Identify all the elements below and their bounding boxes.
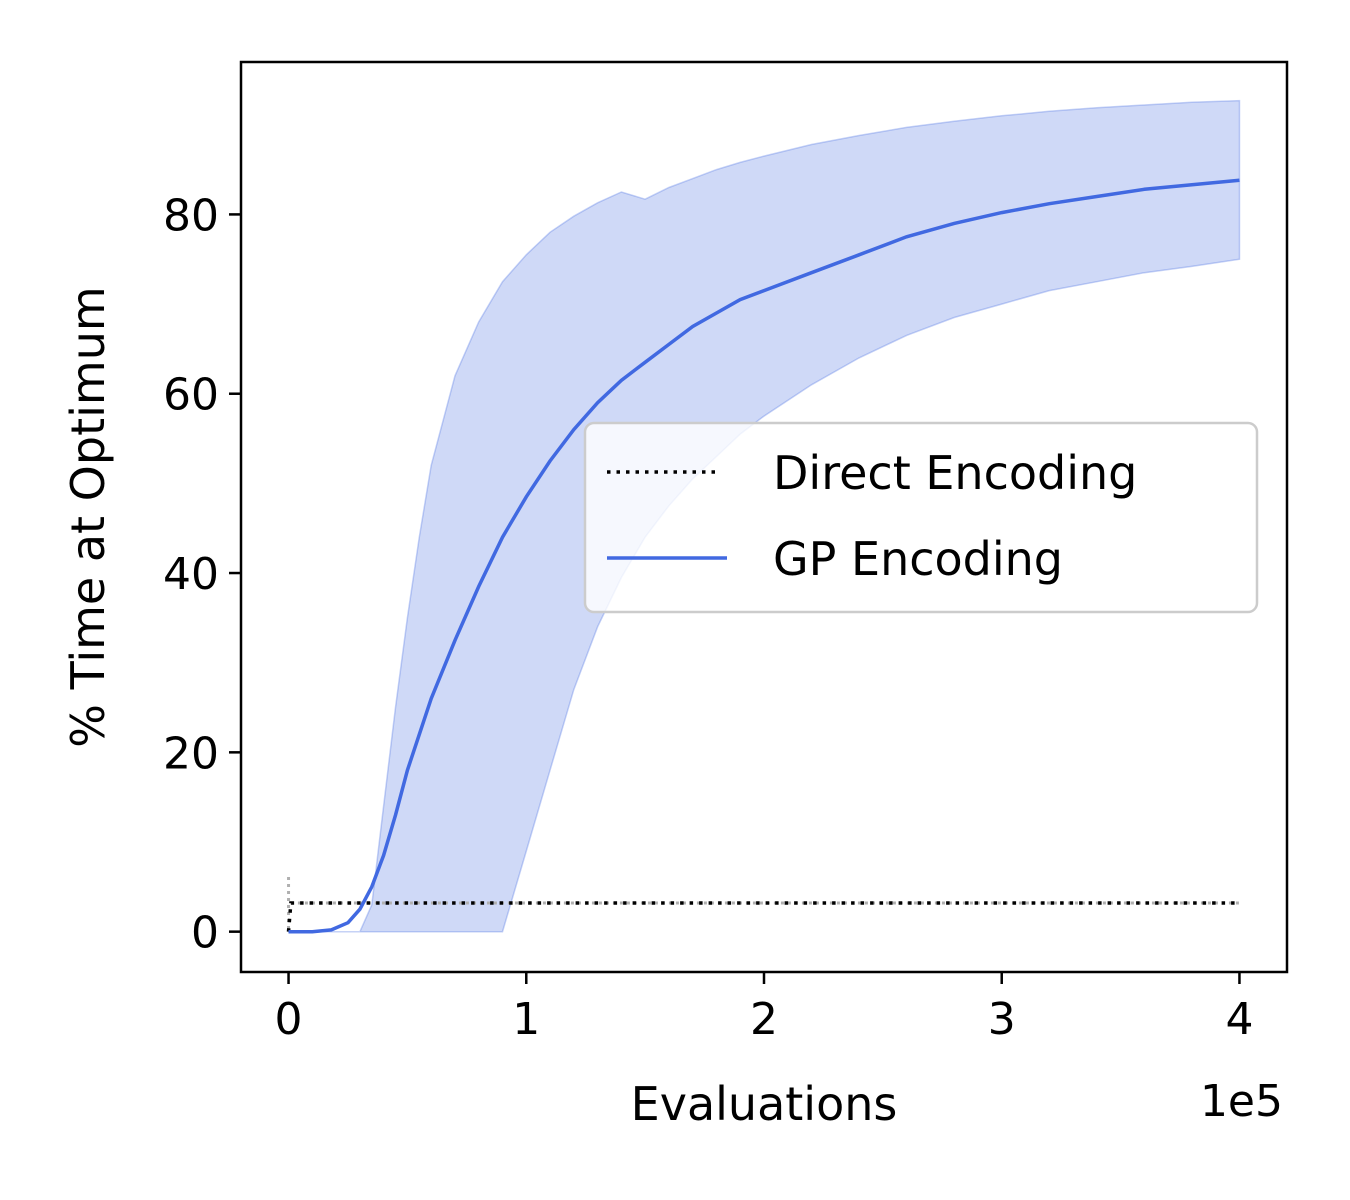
legend-gp-label: GP Encoding — [773, 532, 1063, 586]
plot-area — [286, 99, 1241, 934]
x-tick-label: 1 — [512, 994, 540, 1045]
x-offset-label: 1e5 — [1200, 1076, 1283, 1127]
legend-box — [583, 421, 1259, 614]
legend-direct-label: Direct Encoding — [773, 446, 1137, 500]
y-axis-label: % Time at Optimum — [61, 286, 115, 747]
y-tick-label: 60 — [163, 370, 219, 421]
x-tick-label: 0 — [275, 994, 303, 1045]
gp-encoding-band — [288, 99, 1241, 933]
legend: Direct Encoding GP Encoding — [583, 421, 1259, 614]
gp-encoding-line — [288, 178, 1240, 934]
x-axis: 0 1 2 3 4 — [275, 972, 1253, 1045]
x-axis-label: Evaluations — [631, 1077, 898, 1131]
y-tick-label: 80 — [163, 190, 219, 241]
y-tick-label: 20 — [163, 728, 219, 779]
y-tick-label: 40 — [163, 549, 219, 600]
y-tick-label: 0 — [191, 908, 219, 959]
x-tick-label: 4 — [1225, 994, 1253, 1045]
x-tick-label: 2 — [750, 994, 778, 1045]
x-tick-label: 3 — [988, 994, 1016, 1045]
y-axis: 0 20 40 60 80 — [163, 190, 241, 959]
direct-encoding-line — [286, 901, 1240, 932]
